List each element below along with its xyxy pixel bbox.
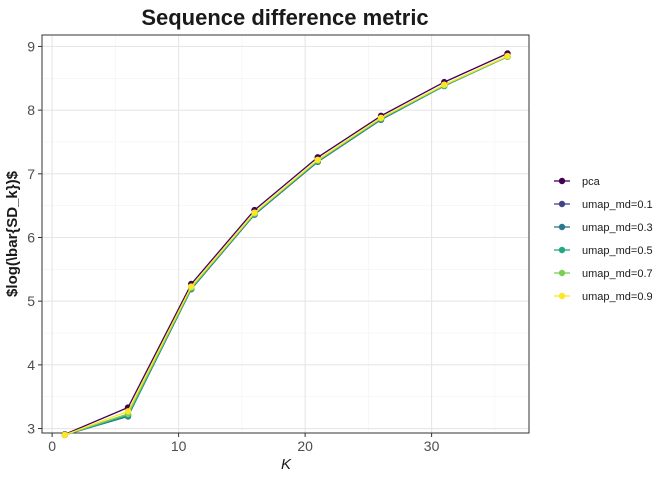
legend-key-point: [558, 292, 566, 300]
series-layer: [61, 50, 511, 439]
x-tick-label: 20: [297, 438, 313, 454]
legend-item: umap_md=0.5: [554, 245, 653, 257]
legend-item: umap_md=0.7: [554, 268, 653, 280]
y-tick-label: 5: [27, 293, 35, 309]
y-tick-label: 6: [27, 230, 35, 246]
y-tick-label: 9: [27, 38, 35, 54]
x-axis-label: K: [281, 456, 292, 473]
legend-key-point: [558, 177, 566, 185]
data-point: [377, 114, 385, 121]
series-line-pca: [64, 52, 508, 435]
data-point: [188, 283, 195, 290]
data-point: [61, 431, 68, 439]
legend-label: umap_md=0.9: [582, 291, 653, 303]
data-point: [124, 408, 132, 415]
data-point: [504, 52, 511, 60]
plot-panel: [42, 35, 529, 433]
legend: pca umap_md=0.1 umap_md=0.3 umap_md=0.5umap…: [554, 176, 653, 303]
y-tick-label: 8: [27, 102, 35, 118]
data-point: [251, 209, 258, 216]
legend-item: pca: [554, 176, 601, 188]
series-line-umap_md=0.9: [64, 55, 508, 436]
y-tick-label: 7: [27, 166, 35, 182]
x-tick-label: 10: [171, 438, 187, 454]
data-point: [441, 81, 448, 88]
series-umap_md=0.9: [61, 52, 511, 439]
y-axis-label: $log(\bar{SD_k})$: [4, 170, 21, 297]
y-tick-label: 3: [27, 421, 35, 437]
chart-title: Sequence difference metric: [141, 5, 428, 30]
legend-item: umap_md=0.1: [554, 199, 653, 211]
y-axis-ticks: 3 4 5 6 7 8 9: [27, 38, 42, 437]
legend-key-point: [558, 269, 566, 277]
legend-label: umap_md=0.7: [582, 268, 653, 280]
legend-item: umap_md=0.9: [554, 291, 653, 303]
plot-border: [41, 34, 530, 434]
y-tick-label: 4: [27, 357, 35, 373]
data-point: [314, 156, 321, 164]
legend-item: umap_md=0.3: [554, 222, 653, 234]
legend-key-point: [558, 223, 566, 231]
legend-label: umap_md=0.1: [582, 199, 653, 211]
legend-key-point: [558, 246, 566, 254]
legend-key-point: [558, 200, 566, 208]
legend-label: pca: [582, 176, 601, 188]
legend-label: umap_md=0.5: [582, 245, 653, 257]
x-axis-ticks: 0 10 20 30: [48, 433, 440, 454]
x-tick-label: 30: [424, 438, 440, 454]
legend-label: umap_md=0.3: [582, 222, 653, 234]
x-tick-label: 0: [48, 438, 56, 454]
gridlines: [42, 35, 529, 433]
